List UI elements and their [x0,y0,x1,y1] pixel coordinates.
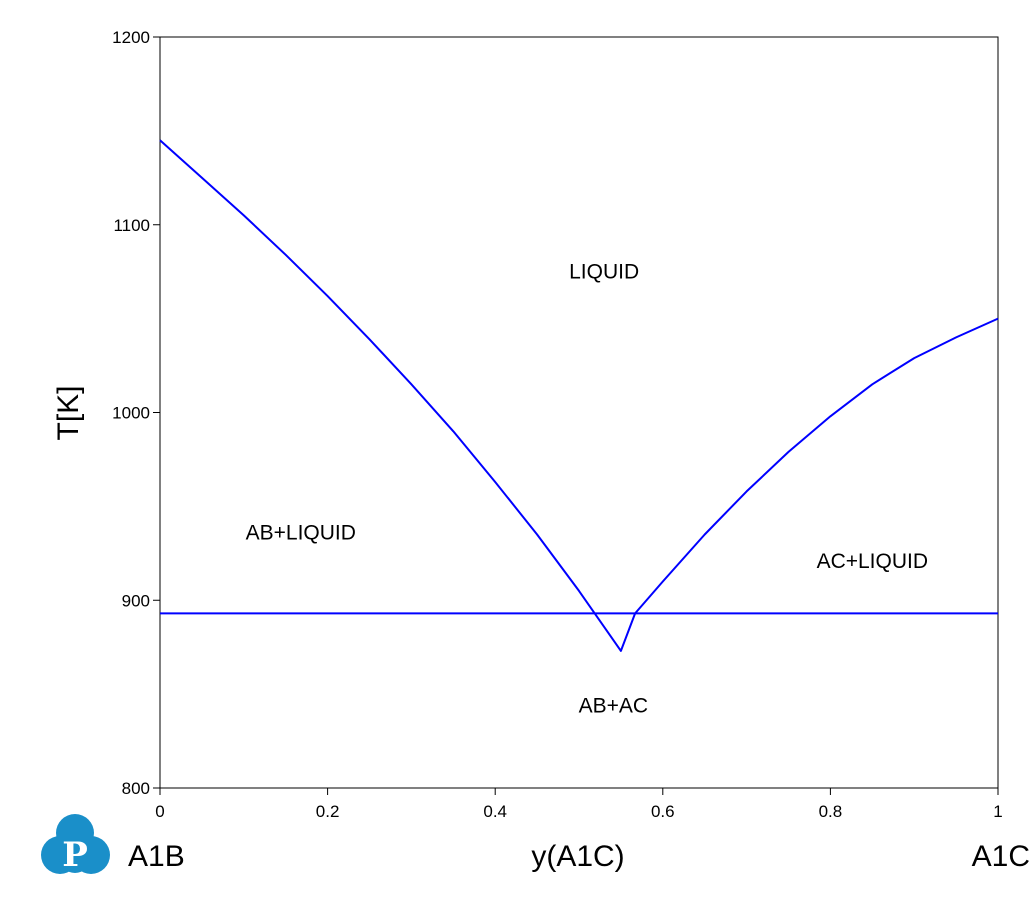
left-endmember-label: A1B [128,840,185,873]
x-tick-label: 0.4 [483,802,507,821]
p-logo-icon: P [41,814,110,875]
y-axis-label: T[K] [52,385,85,440]
x-tick-label: 0.8 [819,802,843,821]
region-label-liquid: LIQUID [569,261,639,284]
svg-text:P: P [62,835,88,875]
x-tick-label: 0.6 [651,802,675,821]
phase-boundary-line-2 [634,317,999,615]
phase-boundary-line-1 [159,139,637,652]
region-label-ab-ac: AB+AC [579,694,648,717]
plot-area: 0 0.2 0.4 0.6 0.8 1 800 900 1000 1100 1200 LIQUID AB… [112,28,1003,821]
y-tick-label: 1000 [112,404,150,423]
y-tick-label: 1200 [112,28,150,47]
y-tick-label: 800 [122,779,150,798]
y-tick-label: 900 [122,591,150,610]
x-tick-label: 1 [993,802,1002,821]
right-endmember-label: A1C [972,840,1030,873]
x-axis-label: y(A1C) [531,840,624,873]
x-tick-label: 0.2 [316,802,340,821]
y-tick-label: 1100 [113,216,150,235]
x-tick-label: 0 [155,802,164,821]
region-label-ac-liquid: AC+LIQUID [817,550,928,573]
plot-frame [159,36,999,789]
region-label-ab-liquid: AB+LIQUID [246,522,356,545]
